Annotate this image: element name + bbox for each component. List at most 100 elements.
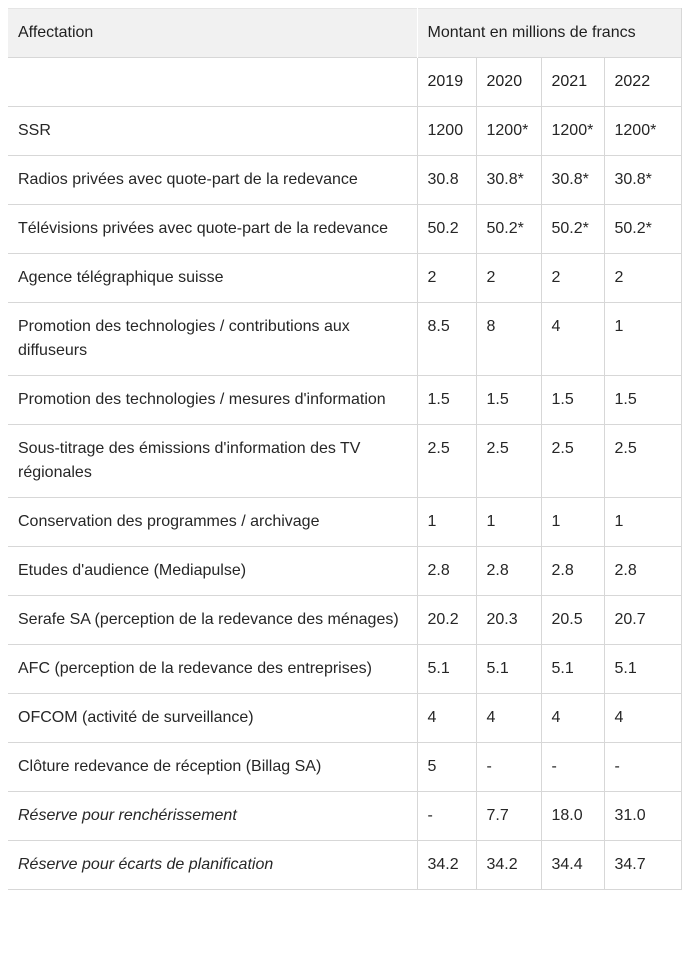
row-value: 1 — [540, 497, 604, 547]
row-label: OFCOM (activité de surveillance) — [18, 709, 254, 726]
row-value: 20.5 — [540, 595, 604, 645]
row-value: 1200* — [603, 106, 682, 156]
row-value: 20.7 — [603, 595, 682, 645]
row-value: 30.8 — [416, 155, 476, 205]
row-value: 2 — [416, 253, 476, 303]
row-value: 50.2* — [475, 204, 541, 254]
row-value: 30.8* — [475, 155, 541, 205]
row-value: 1200* — [475, 106, 541, 156]
year-header-2022: 2022 — [603, 57, 682, 107]
table-row: Serafe SA (perception de la redevance de… — [8, 595, 682, 645]
row-value: 34.2 — [416, 840, 476, 890]
table-row: Conservation des programmes / archivage 1… — [8, 497, 682, 547]
row-value: 1.5 — [603, 375, 682, 425]
row-value: 1.5 — [540, 375, 604, 425]
row-value: 2.8 — [416, 546, 476, 596]
table-row: SSR 1200 1200* 1200* 1200* — [8, 106, 682, 156]
row-value: 1 — [475, 497, 541, 547]
table-row: Sous-titrage des émissions d'information… — [8, 424, 682, 498]
table-body: SSR 1200 1200* 1200* 1200* Radios privées ave… — [8, 106, 682, 890]
row-label: Agence télégraphique suisse — [18, 269, 224, 286]
table-row: Réserve pour écarts de planification 34.2… — [8, 840, 682, 890]
row-value: 34.4 — [540, 840, 604, 890]
row-value: 2.5 — [475, 424, 541, 498]
row-value: 8 — [475, 302, 541, 376]
row-value: 7.7 — [475, 791, 541, 841]
row-value: 1.5 — [475, 375, 541, 425]
row-value: 50.2 — [416, 204, 476, 254]
year-header-2019: 2019 — [416, 57, 476, 107]
header-montant: Montant en millions de francs — [416, 8, 682, 58]
table-row: Agence télégraphique suisse 2 2 2 2 — [8, 253, 682, 303]
header-affectation: Affectation — [8, 8, 417, 58]
table-row: Clôture redevance de réception (Billag S… — [8, 742, 682, 792]
row-value: 4 — [540, 693, 604, 743]
row-value: 5.1 — [475, 644, 541, 694]
row-label: Etudes d'audience (Mediapulse) — [18, 562, 247, 579]
row-label: Réserve pour écarts de planification — [18, 856, 274, 873]
row-value: 20.3 — [475, 595, 541, 645]
row-value: 5 — [416, 742, 476, 792]
row-value: 2 — [540, 253, 604, 303]
row-label: Réserve pour renchérissement — [18, 807, 237, 824]
row-value: 5.1 — [416, 644, 476, 694]
row-value: 4 — [416, 693, 476, 743]
row-value: - — [540, 742, 604, 792]
table-years-row: 2019 2020 2021 2022 — [8, 57, 682, 107]
table-header-row: Affectation Montant en millions de franc… — [8, 8, 682, 58]
row-value: 5.1 — [540, 644, 604, 694]
row-value: 1.5 — [416, 375, 476, 425]
row-value: 1200 — [416, 106, 476, 156]
table-row: Promotion des technologies / mesures d'i… — [8, 375, 682, 425]
row-value: 4 — [603, 693, 682, 743]
table-row: OFCOM (activité de surveillance) 4 4 4 4 — [8, 693, 682, 743]
row-value: 2.5 — [540, 424, 604, 498]
row-label: AFC (perception de la redevance des entr… — [18, 660, 372, 677]
empty-header-cell — [8, 58, 417, 107]
table-row: AFC (perception de la redevance des entr… — [8, 644, 682, 694]
row-value: 50.2* — [603, 204, 682, 254]
row-value: 30.8* — [603, 155, 682, 205]
row-value: 8.5 — [416, 302, 476, 376]
table-row: Télévisions privées avec quote-part de l… — [8, 204, 682, 254]
year-header-2021: 2021 — [540, 57, 604, 107]
table-row: Etudes d'audience (Mediapulse) 2.8 2.8 2.8 2… — [8, 546, 682, 596]
row-value: 18.0 — [540, 791, 604, 841]
row-value: 30.8* — [540, 155, 604, 205]
row-value: 2.8 — [540, 546, 604, 596]
row-value: 1 — [416, 497, 476, 547]
table-row: Promotion des technologies / contributio… — [8, 302, 682, 376]
table-row: Radios privées avec quote-part de la red… — [8, 155, 682, 205]
row-value: 1 — [603, 497, 682, 547]
row-value: 2.8 — [475, 546, 541, 596]
row-value: 5.1 — [603, 644, 682, 694]
row-label: SSR — [18, 122, 51, 139]
row-value: 2.5 — [603, 424, 682, 498]
row-value: 1 — [603, 302, 682, 376]
row-value: 2 — [603, 253, 682, 303]
row-label: Radios privées avec quote-part de la red… — [18, 171, 358, 188]
year-header-2020: 2020 — [475, 57, 541, 107]
row-label: Clôture redevance de réception (Billag S… — [18, 758, 322, 775]
row-value: - — [603, 742, 682, 792]
row-label: Télévisions privées avec quote-part de l… — [18, 220, 388, 237]
row-value: 4 — [475, 693, 541, 743]
row-label: Serafe SA (perception de la redevance de… — [18, 611, 399, 628]
row-label: Sous-titrage des émissions d'information… — [18, 440, 361, 481]
row-value: 34.2 — [475, 840, 541, 890]
row-label: Conservation des programmes / archivage — [18, 513, 320, 530]
row-value: 34.7 — [603, 840, 682, 890]
table-head: Affectation Montant en millions de franc… — [8, 8, 682, 107]
row-value: 20.2 — [416, 595, 476, 645]
row-value: 2.8 — [603, 546, 682, 596]
row-value: 1200* — [540, 106, 604, 156]
table-row: Réserve pour renchérissement -7.7 18.0 31.0 — [8, 791, 682, 841]
row-label: Promotion des technologies / mesures d'i… — [18, 391, 386, 408]
row-value: - — [475, 742, 541, 792]
row-value: 2.5 — [416, 424, 476, 498]
row-label: Promotion des technologies / contributio… — [18, 318, 350, 359]
allocation-table: Affectation Montant en millions de franc… — [8, 8, 682, 890]
row-value: 4 — [540, 302, 604, 376]
row-value: 31.0 — [603, 791, 682, 841]
